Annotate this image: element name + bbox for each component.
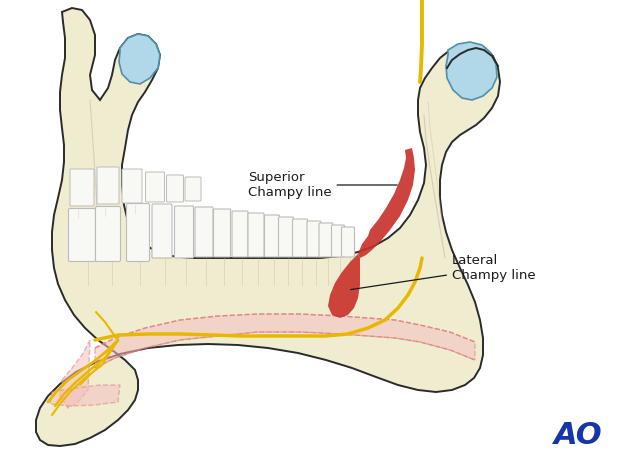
Text: Lateral
Champy line: Lateral Champy line [351, 254, 536, 290]
FancyBboxPatch shape [126, 203, 149, 262]
FancyBboxPatch shape [95, 207, 120, 262]
FancyBboxPatch shape [167, 175, 184, 202]
FancyBboxPatch shape [319, 223, 333, 257]
FancyBboxPatch shape [146, 172, 164, 202]
Text: Superior
Champy line: Superior Champy line [248, 171, 397, 199]
FancyBboxPatch shape [332, 225, 345, 257]
FancyBboxPatch shape [195, 207, 213, 257]
FancyBboxPatch shape [70, 169, 94, 206]
Text: AO: AO [554, 420, 602, 449]
FancyBboxPatch shape [307, 221, 321, 257]
FancyBboxPatch shape [342, 227, 355, 257]
FancyBboxPatch shape [248, 213, 264, 257]
FancyBboxPatch shape [213, 209, 231, 257]
FancyBboxPatch shape [152, 204, 172, 258]
FancyBboxPatch shape [278, 217, 293, 257]
Polygon shape [36, 8, 500, 446]
Polygon shape [50, 385, 120, 406]
Polygon shape [446, 42, 497, 100]
FancyBboxPatch shape [293, 219, 308, 257]
Polygon shape [328, 254, 360, 318]
FancyBboxPatch shape [122, 169, 142, 203]
FancyBboxPatch shape [232, 211, 248, 257]
FancyBboxPatch shape [265, 215, 280, 257]
Polygon shape [60, 340, 90, 408]
FancyBboxPatch shape [185, 177, 201, 201]
FancyBboxPatch shape [97, 167, 119, 204]
Polygon shape [119, 34, 160, 84]
Polygon shape [358, 148, 415, 258]
FancyBboxPatch shape [174, 206, 193, 258]
Polygon shape [95, 314, 475, 368]
FancyBboxPatch shape [68, 208, 95, 262]
